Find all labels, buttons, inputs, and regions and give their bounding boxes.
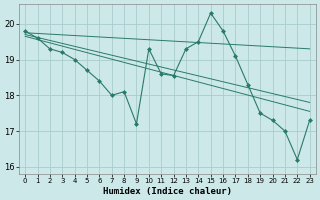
X-axis label: Humidex (Indice chaleur): Humidex (Indice chaleur) xyxy=(103,187,232,196)
